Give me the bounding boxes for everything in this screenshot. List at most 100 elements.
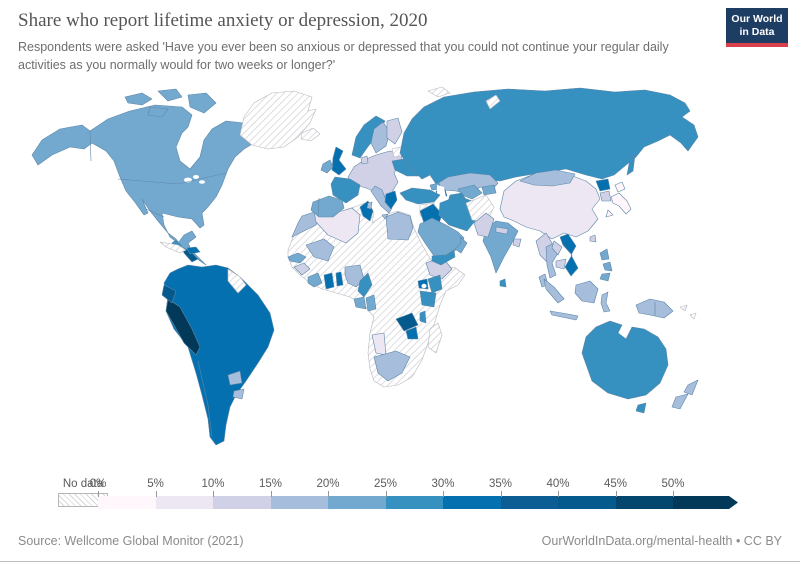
region-madagascar[interactable] bbox=[427, 322, 443, 354]
legend-color-segment[interactable] bbox=[558, 496, 616, 509]
region-france[interactable] bbox=[330, 176, 361, 204]
region-japan-kyushu[interactable] bbox=[605, 209, 614, 218]
region-egypt[interactable] bbox=[385, 211, 414, 241]
legend-tick-label: 35% bbox=[488, 478, 513, 490]
region-pakistan[interactable] bbox=[473, 212, 495, 238]
legend-tick-label: 20% bbox=[316, 478, 340, 490]
owid-logo[interactable]: Our World in Data bbox=[726, 8, 788, 48]
region-philippines-mindanao[interactable] bbox=[599, 272, 611, 282]
region-oman[interactable] bbox=[454, 236, 468, 254]
region-greenland[interactable] bbox=[239, 90, 317, 150]
region-italy[interactable] bbox=[370, 185, 393, 214]
region-greece[interactable] bbox=[384, 190, 398, 210]
region-ivory-coast[interactable] bbox=[307, 272, 323, 288]
region-japan-hokkaido[interactable] bbox=[614, 181, 626, 193]
region-guinea[interactable] bbox=[293, 262, 311, 276]
region-svalbard[interactable] bbox=[427, 86, 451, 98]
region-kyrgyzstan[interactable] bbox=[481, 184, 497, 196]
legend-no-data[interactable]: No data bbox=[58, 478, 108, 507]
region-borneo[interactable] bbox=[574, 280, 599, 304]
region-zimbabwe[interactable] bbox=[405, 326, 419, 340]
region-south-korea[interactable] bbox=[599, 190, 612, 202]
region-uruguay[interactable] bbox=[232, 388, 245, 400]
region-peru[interactable] bbox=[165, 298, 201, 356]
region-laos[interactable] bbox=[551, 240, 563, 256]
legend-color-segment[interactable] bbox=[213, 496, 271, 509]
region-tanzania[interactable] bbox=[419, 290, 437, 308]
region-cameroon[interactable] bbox=[357, 272, 373, 298]
region-solomon-islands[interactable] bbox=[689, 312, 697, 320]
region-paraguay[interactable] bbox=[227, 370, 243, 386]
region-novaya-zemlya[interactable] bbox=[485, 94, 501, 110]
region-mali[interactable] bbox=[305, 238, 335, 262]
region-republic-of-congo[interactable] bbox=[365, 294, 377, 312]
legend-color-segment[interactable] bbox=[443, 496, 501, 509]
region-new-guinea[interactable] bbox=[635, 298, 674, 319]
region-south-america-base[interactable] bbox=[163, 264, 275, 446]
legend-tick-label: 30% bbox=[431, 478, 455, 490]
region-united-kingdom[interactable] bbox=[331, 146, 347, 176]
legend-color-segment[interactable] bbox=[615, 496, 673, 509]
region-denmark[interactable] bbox=[360, 155, 369, 165]
region-japan-honshu[interactable] bbox=[610, 192, 632, 215]
region-new-zealand-north[interactable] bbox=[683, 379, 699, 396]
legend-color-segment[interactable] bbox=[155, 496, 213, 509]
region-arctic-island[interactable] bbox=[124, 92, 153, 106]
legend-color-segment[interactable] bbox=[270, 496, 328, 509]
region-iberia[interactable] bbox=[310, 195, 345, 218]
region-cuba[interactable] bbox=[159, 241, 187, 254]
region-solomon-islands[interactable] bbox=[679, 304, 688, 312]
region-senegal[interactable] bbox=[287, 252, 307, 264]
legend-tick-label: 50% bbox=[661, 478, 685, 490]
region-sardinia[interactable] bbox=[366, 201, 373, 210]
region-sicily[interactable] bbox=[381, 213, 389, 220]
region-finland[interactable] bbox=[386, 117, 403, 145]
region-nigeria[interactable] bbox=[344, 264, 365, 288]
region-sri-lanka[interactable] bbox=[499, 278, 507, 288]
region-benin[interactable] bbox=[335, 271, 344, 287]
region-malawi[interactable] bbox=[419, 310, 427, 324]
region-north-korea[interactable] bbox=[595, 178, 611, 192]
region-south-africa[interactable] bbox=[373, 350, 411, 382]
region-sakhalin[interactable] bbox=[626, 154, 636, 176]
legend-color-segment[interactable] bbox=[98, 496, 156, 509]
region-turkey[interactable] bbox=[399, 187, 441, 205]
region-australia[interactable] bbox=[581, 320, 669, 400]
region-iceland[interactable] bbox=[300, 127, 321, 142]
region-ghana[interactable] bbox=[323, 272, 335, 290]
region-tasmania[interactable] bbox=[635, 402, 647, 414]
region-hispaniola[interactable] bbox=[186, 246, 201, 255]
region-new-zealand-south[interactable] bbox=[671, 393, 689, 410]
region-arctic-island[interactable] bbox=[147, 106, 169, 118]
region-zambia[interactable] bbox=[395, 312, 419, 332]
region-north-america-mainland[interactable] bbox=[31, 104, 259, 266]
region-taiwan[interactable] bbox=[589, 234, 597, 243]
region-india[interactable] bbox=[482, 220, 519, 274]
region-guyanas[interactable] bbox=[227, 268, 247, 294]
map-legend: No data 0% 5% 10% 15% 20% 25% 30% 35% 40% 45% 50% bbox=[0, 478, 800, 518]
region-sweden[interactable] bbox=[370, 121, 391, 154]
region-mongolia[interactable] bbox=[519, 169, 576, 187]
region-philippines-luzon[interactable] bbox=[599, 248, 610, 261]
region-gabon[interactable] bbox=[353, 296, 367, 310]
region-java[interactable] bbox=[549, 310, 579, 321]
region-yemen[interactable] bbox=[431, 249, 456, 266]
region-ireland[interactable] bbox=[320, 159, 334, 174]
region-nepal[interactable] bbox=[495, 226, 509, 235]
region-sulawesi[interactable] bbox=[600, 291, 611, 313]
region-baffin-island[interactable] bbox=[187, 92, 217, 114]
region-sumatra[interactable] bbox=[543, 278, 565, 304]
legend-color-segment[interactable] bbox=[328, 496, 386, 509]
lake-victoria bbox=[421, 283, 427, 289]
region-arctic-island[interactable] bbox=[157, 88, 183, 102]
region-kenya[interactable] bbox=[427, 274, 443, 294]
owid-link[interactable]: OurWorldInData.org/mental-health • CC BY bbox=[541, 534, 782, 548]
legend-color-segment[interactable] bbox=[385, 496, 443, 509]
region-bangladesh[interactable] bbox=[512, 238, 522, 248]
region-ecuador[interactable] bbox=[161, 284, 177, 304]
legend-color-segment[interactable] bbox=[673, 496, 738, 509]
region-cambodia[interactable] bbox=[555, 258, 567, 270]
region-philippines-visayas[interactable] bbox=[602, 261, 613, 272]
region-vietnam[interactable] bbox=[559, 233, 579, 277]
legend-color-segment[interactable] bbox=[500, 496, 558, 509]
